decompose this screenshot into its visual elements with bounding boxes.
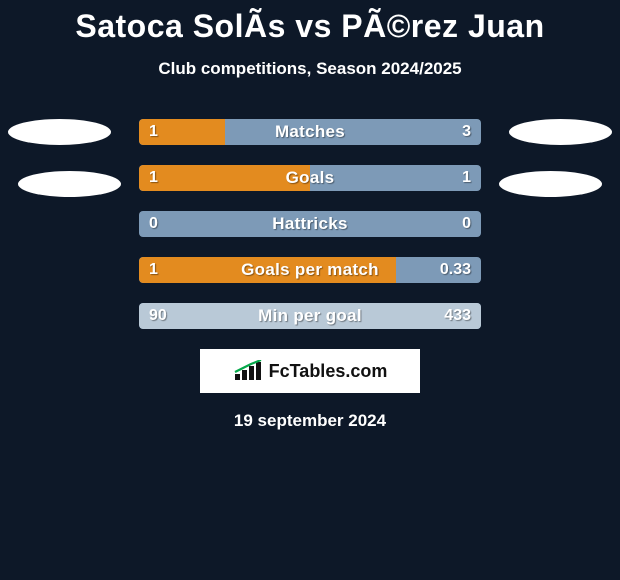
brand-text: FcTables.com: [269, 361, 388, 382]
stat-value-right: 433: [444, 303, 471, 329]
date-text: 19 september 2024: [0, 411, 620, 431]
stat-label: Goals per match: [139, 257, 481, 283]
stat-value-right: 0: [462, 211, 471, 237]
stat-bars: 1 Matches 3 1 Goals 1 0 Hattricks 0 1 Go…: [139, 119, 481, 329]
player-left-shape-1: [8, 119, 111, 145]
stat-label: Matches: [139, 119, 481, 145]
stat-value-right: 1: [462, 165, 471, 191]
stat-label: Min per goal: [139, 303, 481, 329]
brand-chart-icon: [233, 360, 265, 382]
stat-bar-goals-per-match: 1 Goals per match 0.33: [139, 257, 481, 283]
player-left-shape-2: [18, 171, 121, 197]
comparison-area: 1 Matches 3 1 Goals 1 0 Hattricks 0 1 Go…: [0, 119, 620, 329]
stat-bar-hattricks: 0 Hattricks 0: [139, 211, 481, 237]
stat-value-right: 0.33: [440, 257, 471, 283]
stat-label: Hattricks: [139, 211, 481, 237]
player-right-shape-1: [509, 119, 612, 145]
player-right-shape-2: [499, 171, 602, 197]
subtitle: Club competitions, Season 2024/2025: [0, 59, 620, 79]
brand-box: FcTables.com: [200, 349, 420, 393]
stat-label: Goals: [139, 165, 481, 191]
page-title: Satoca SolÃ­s vs PÃ©rez Juan: [0, 0, 620, 45]
stat-bar-goals: 1 Goals 1: [139, 165, 481, 191]
stat-value-right: 3: [462, 119, 471, 145]
stat-bar-min-per-goal: 90 Min per goal 433: [139, 303, 481, 329]
stat-bar-matches: 1 Matches 3: [139, 119, 481, 145]
